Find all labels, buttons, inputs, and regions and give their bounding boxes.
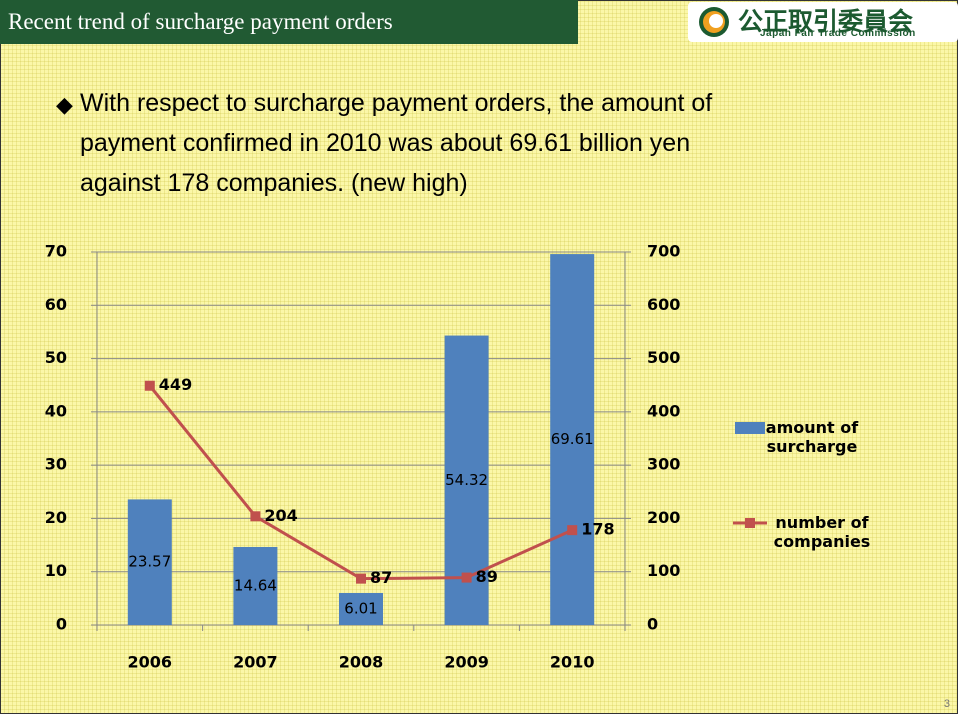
bar — [550, 254, 595, 626]
y2-tick-label: 400 — [647, 401, 680, 420]
data-label: 6.01 — [344, 599, 377, 617]
y-tick-label: 70 — [45, 242, 67, 261]
bar — [233, 546, 278, 625]
y2-tick-label: 700 — [647, 242, 680, 261]
legend-entry: number of companies — [773, 513, 871, 551]
data-label: 204 — [264, 506, 297, 525]
y2-tick-label: 100 — [647, 561, 680, 580]
logo: 公正取引委員会 Japan Fair Trade Commission — [688, 2, 958, 42]
y2-tick-label: 200 — [647, 508, 680, 527]
data-label: 178 — [581, 520, 614, 539]
data-label: 23.57 — [128, 553, 171, 571]
legend-swatch — [745, 518, 755, 528]
marker — [461, 572, 472, 583]
y-tick-label: 0 — [56, 615, 67, 634]
marker — [567, 525, 578, 536]
y2-tick-label: 0 — [647, 615, 658, 634]
bullet-line: payment confirmed in 2010 was about 69.6… — [80, 129, 691, 157]
y-tick-label: 20 — [45, 508, 67, 527]
marker — [356, 573, 366, 584]
data-label: 87 — [370, 568, 392, 587]
data-label: 69.61 — [551, 430, 594, 448]
y-tick-label: 60 — [45, 295, 67, 314]
page-number: 3 — [943, 698, 950, 710]
bullet-icon: ◆ — [56, 92, 73, 117]
data-label: 54.32 — [445, 471, 488, 489]
bar — [127, 499, 172, 625]
marker — [250, 511, 261, 522]
x-tick-label: 2007 — [233, 653, 278, 672]
bullet-line: against 178 companies. (new high) — [80, 169, 468, 197]
legend-entry: amount of surcharge — [765, 418, 859, 456]
y-tick-label: 40 — [45, 401, 67, 420]
x-tick-label: 2006 — [128, 653, 173, 672]
data-label: 89 — [476, 567, 498, 586]
y-tick-label: 10 — [45, 561, 67, 580]
x-tick-label: 2010 — [550, 653, 595, 672]
line — [148, 384, 573, 581]
y2-tick-label: 300 — [647, 455, 680, 474]
bar — [339, 592, 383, 625]
x-tick-label: 2008 — [339, 653, 384, 672]
x-tick-label: 2009 — [444, 653, 489, 672]
logo-subtext: Japan Fair Trade Commission — [760, 28, 916, 39]
y2-tick-label: 600 — [647, 295, 680, 314]
bullet-line: With respect to surcharge payment orders… — [80, 89, 713, 117]
logo-text: 公正取引委員会 — [738, 7, 914, 36]
marker — [144, 380, 155, 391]
y2-tick-label: 500 — [647, 348, 680, 367]
logo-icon — [699, 7, 729, 37]
data-label: 449 — [159, 375, 192, 394]
data-label: 14.64 — [234, 576, 277, 594]
y-tick-label: 30 — [45, 455, 67, 474]
header-title: Recent trend of surcharge payment orders — [0, 0, 578, 44]
y-tick-label: 50 — [45, 348, 67, 367]
legend-swatch — [735, 422, 765, 434]
